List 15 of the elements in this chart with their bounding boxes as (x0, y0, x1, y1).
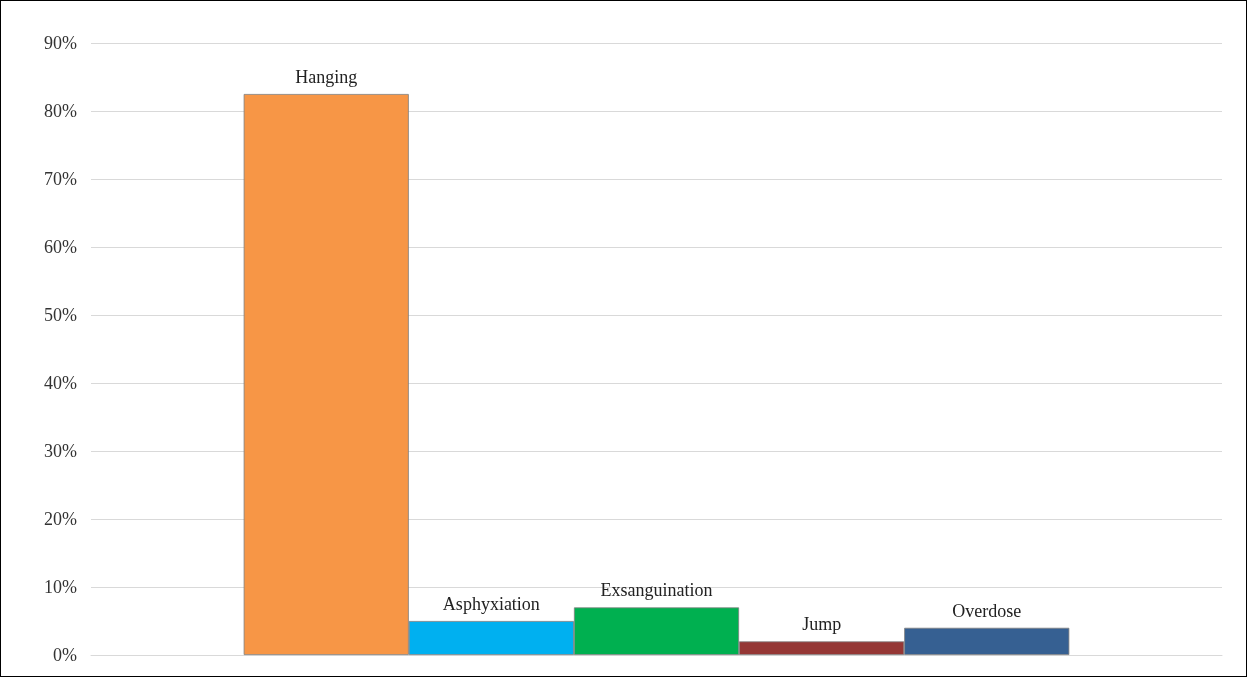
y-tick-label: 60% (44, 237, 77, 257)
y-tick-label: 0% (53, 645, 77, 665)
y-tick-label: 80% (44, 101, 77, 121)
series-label: Asphyxiation (442, 594, 540, 614)
y-tick-label: 20% (44, 509, 77, 529)
series-label: Hanging (295, 67, 358, 87)
y-tick-label: 40% (44, 373, 77, 393)
y-tick-label: 30% (44, 441, 77, 461)
y-tick-label: 50% (44, 305, 77, 325)
y-tick-label: 70% (44, 169, 77, 189)
series-label: Overdose (952, 600, 1022, 621)
series-label: Jump (802, 614, 842, 635)
y-tick-label: 90% (44, 33, 77, 53)
series-label: Exsanguination (600, 580, 713, 601)
y-tick-label: 10% (44, 577, 77, 597)
